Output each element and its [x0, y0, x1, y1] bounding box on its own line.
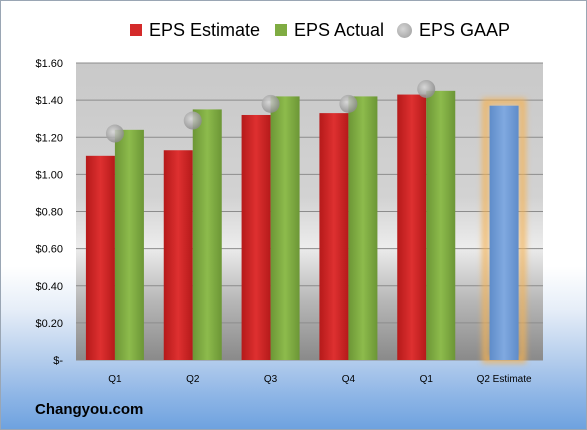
legend-swatch-eps-actual: [275, 24, 287, 36]
x-tick-label: Q2: [186, 374, 200, 385]
bar-q2-estimate: [489, 105, 519, 360]
y-tick-label: $1.60: [35, 58, 63, 70]
brand-watermark: Changyou.com: [35, 401, 144, 418]
x-tick-label: Q2 Estimate: [477, 374, 532, 385]
bar-eps-actual: [270, 96, 300, 360]
bar-eps-estimate: [241, 114, 271, 360]
x-tick-label: Q3: [264, 374, 278, 385]
y-tick-label: $1.00: [35, 169, 63, 181]
legend-swatch-eps-estimate: [130, 24, 142, 36]
legend-label-eps-actual: EPS Actual: [294, 19, 385, 40]
marker-eps-gaap: [105, 124, 124, 143]
y-tick-label: $1.20: [35, 132, 63, 144]
bar-eps-estimate: [163, 150, 193, 360]
bar-eps-actual: [114, 129, 144, 360]
y-tick-label: $0.80: [35, 207, 63, 219]
marker-eps-gaap: [339, 94, 358, 113]
bar-eps-actual: [192, 109, 222, 360]
legend-label-eps-gaap: EPS GAAP: [419, 19, 511, 40]
bar-eps-actual: [348, 96, 378, 360]
chart-legend: EPS Estimate EPS Actual EPS GAAP: [1, 19, 587, 41]
bar-eps-estimate: [319, 113, 349, 361]
x-tick-label: Q1: [420, 374, 434, 385]
y-tick-label: $1.40: [35, 95, 63, 107]
legend-item-eps-actual: EPS Actual: [275, 19, 384, 41]
y-tick-label: $0.40: [35, 281, 63, 293]
y-tick-label: $0.20: [35, 318, 63, 330]
y-tick-label: $0.60: [35, 244, 63, 256]
eps-chart: $- $0.20 $0.40 $0.60 $0.80 $1.00 $1.20 $1.40 $1.…: [35, 58, 543, 385]
marker-eps-gaap: [183, 111, 202, 130]
bar-eps-actual: [426, 90, 456, 360]
bar-eps-estimate: [397, 94, 427, 361]
legend-item-eps-gaap: EPS GAAP: [397, 19, 510, 41]
legend-item-eps-estimate: EPS Estimate: [130, 19, 260, 41]
bar-eps-estimate: [85, 155, 115, 360]
marker-eps-gaap: [261, 94, 280, 113]
x-tick-label: Q1: [108, 374, 122, 385]
y-tick-label: $-: [53, 355, 63, 367]
legend-marker-eps-gaap: [397, 22, 412, 38]
x-tick-label: Q4: [342, 374, 356, 385]
legend-label-eps-estimate: EPS Estimate: [149, 19, 261, 40]
marker-eps-gaap: [417, 79, 436, 98]
